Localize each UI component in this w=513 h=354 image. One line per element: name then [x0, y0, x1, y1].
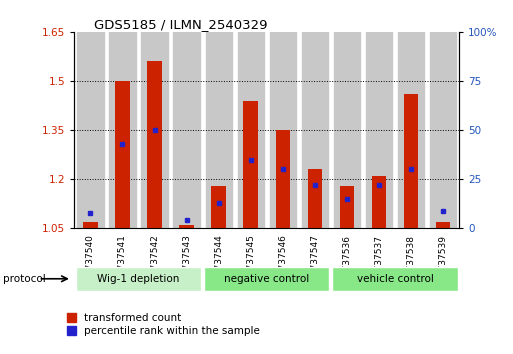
Bar [180, 225, 194, 228]
Legend: transformed count, percentile rank within the sample: transformed count, percentile rank withi… [67, 313, 261, 336]
Bar [302, 32, 328, 228]
Text: protocol: protocol [3, 274, 45, 284]
Bar [204, 267, 329, 291]
Bar [109, 32, 135, 228]
Bar [115, 81, 130, 228]
Bar [308, 170, 322, 228]
Bar [332, 267, 458, 291]
Bar [238, 32, 264, 228]
Bar [430, 32, 456, 228]
Bar [76, 267, 201, 291]
Text: Wig-1 depletion: Wig-1 depletion [97, 274, 180, 284]
Bar [147, 61, 162, 228]
Text: GDS5185 / ILMN_2540329: GDS5185 / ILMN_2540329 [93, 18, 267, 31]
Bar [83, 222, 97, 228]
Bar [366, 32, 392, 228]
Bar [372, 176, 386, 228]
Text: negative control: negative control [224, 274, 309, 284]
Bar [244, 101, 258, 228]
Bar [275, 130, 290, 228]
Bar [270, 32, 296, 228]
Bar [77, 32, 104, 228]
Bar [206, 32, 232, 228]
Bar [398, 32, 424, 228]
Bar [436, 222, 450, 228]
Bar [404, 94, 418, 228]
Bar [334, 32, 360, 228]
Text: vehicle control: vehicle control [357, 274, 433, 284]
Bar [211, 186, 226, 228]
Bar [142, 32, 168, 228]
Bar [340, 186, 354, 228]
Bar [173, 32, 200, 228]
